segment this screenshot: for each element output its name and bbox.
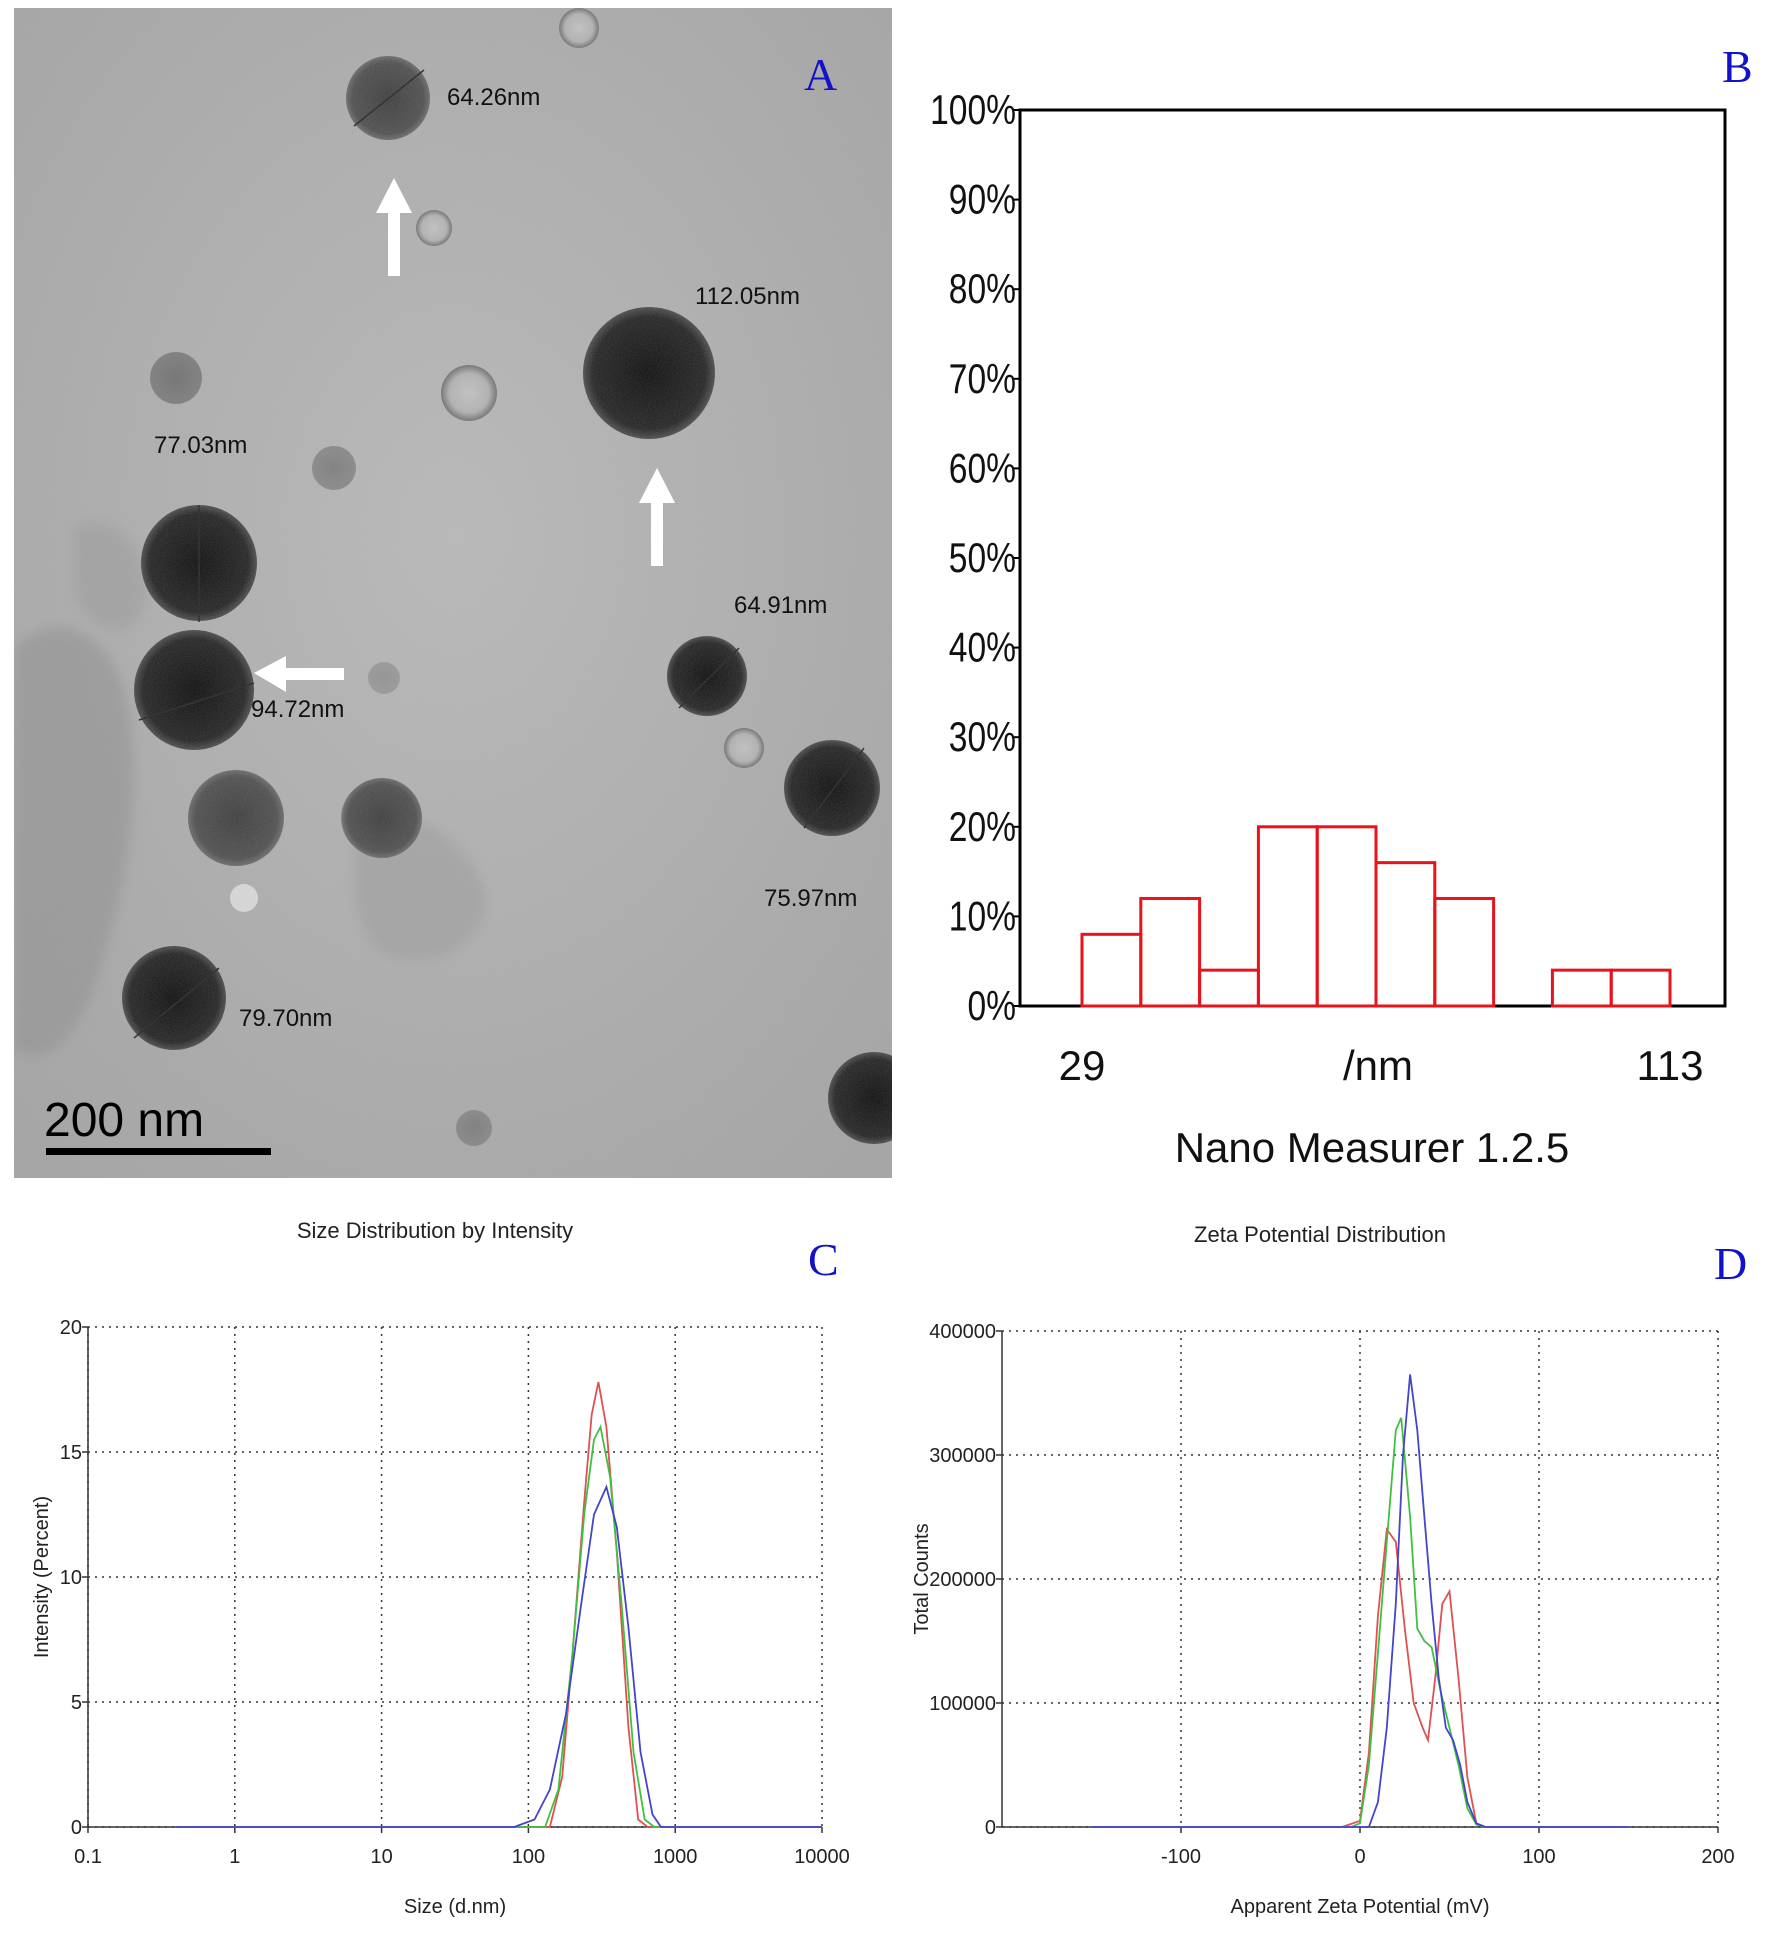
histogram-bar: [1256, 825, 1319, 1008]
y-tick-label: 300000: [929, 1445, 996, 1467]
measurement-label-2: 112.05nm: [695, 283, 800, 310]
measurement-label-1: 64.26nm: [447, 84, 540, 111]
y-tick-label: 70%: [949, 356, 1016, 402]
data-series-line: [176, 1381, 822, 1828]
measurement-label-6: 75.97nm: [764, 885, 857, 912]
measurement-label-5: 64.91nm: [734, 592, 827, 619]
x-tick-label: 10000: [794, 1846, 850, 1868]
panel-label-c: C: [808, 1234, 839, 1285]
scale-bar-label: 200 nm: [44, 1094, 204, 1147]
y-axis-label: Total Counts: [911, 1523, 933, 1634]
data-series-line: [176, 1424, 822, 1828]
histogram-bar: [1374, 861, 1437, 1008]
x-tick-label: 113: [1637, 1042, 1704, 1089]
y-tick-label: 50%: [949, 536, 1016, 582]
y-tick-label: 5: [71, 1692, 82, 1714]
measurement-label-3: 77.03nm: [154, 432, 247, 459]
measurement-label-7: 79.70nm: [239, 1005, 332, 1032]
histogram-bar: [1550, 968, 1613, 1008]
y-tick-label: 100000: [929, 1693, 996, 1715]
y-tick-label: 10%: [949, 894, 1016, 940]
histogram-bar: [1433, 896, 1496, 1008]
x-tick-label: 100: [512, 1846, 545, 1868]
x-tick-label: 29: [1059, 1042, 1106, 1089]
y-tick-label: 15: [60, 1442, 82, 1464]
histogram-bar: [1315, 825, 1378, 1008]
y-tick-label: 20: [60, 1317, 82, 1339]
y-tick-label: 200000: [929, 1569, 996, 1591]
data-series-line: [176, 1484, 822, 1828]
y-tick-label: 100%: [930, 88, 1016, 134]
y-tick-label: 0: [71, 1817, 82, 1839]
y-tick-label: 400000: [929, 1321, 996, 1343]
x-tick-label: 100: [1522, 1846, 1555, 1868]
y-tick-label: 30%: [949, 715, 1016, 761]
panel-b: B 0% 10% 20% 30% 40% 50% 60% 70% 80% 90% 100% 29 113…: [900, 0, 1784, 1200]
chart-title: Size Distribution by Intensity: [297, 1218, 573, 1243]
x-tick-label: 1: [229, 1846, 240, 1868]
histogram-bar: [1080, 932, 1143, 1008]
y-tick-label: 10: [60, 1567, 82, 1589]
histogram-chart: 0% 10% 20% 30% 40% 50% 60% 70% 80% 90% 100% 29 113/n…: [930, 88, 1727, 1171]
zeta-potential-chart: Zeta Potential Distribution -100 0 100 200 0 1…: [911, 1222, 1735, 1918]
x-tick-label: -100: [1161, 1846, 1201, 1868]
y-tick-label: 90%: [949, 177, 1016, 223]
y-tick-label: 60%: [949, 446, 1016, 492]
x-axis-label: Apparent Zeta Potential (mV): [1230, 1896, 1489, 1918]
histogram-bar: [1198, 968, 1260, 1008]
tem-micrograph: 64.26nm 112.05nm 77.03nm 94.72nm 64.91nm…: [14, 8, 892, 1178]
y-axis-label: Intensity (Percent): [31, 1496, 53, 1658]
arrows: [254, 178, 675, 692]
x-tick-label: 10: [370, 1846, 392, 1868]
y-tick-label: 80%: [949, 267, 1016, 313]
histogram-bar: [1139, 896, 1202, 1008]
y-tick-label: 20%: [949, 804, 1016, 850]
tem-image: [14, 8, 892, 1178]
x-tick-label: 1000: [653, 1846, 698, 1868]
measurement-label-4: 94.72nm: [251, 696, 344, 723]
chart-caption: Nano Measurer 1.2.5: [1175, 1124, 1570, 1171]
chart-title: Zeta Potential Distribution: [1194, 1222, 1446, 1247]
chart-frame: [1018, 108, 1727, 1008]
x-tick-label: 0: [1354, 1846, 1365, 1868]
panel-label-b: B: [1722, 41, 1753, 92]
data-series-line: [1091, 1526, 1629, 1828]
data-series-line: [1091, 1417, 1629, 1828]
panel-label-a: A: [804, 49, 838, 100]
x-axis-label: /nm: [1343, 1042, 1413, 1089]
y-tick-label: 0%: [967, 984, 1016, 1030]
data-series-line: [1091, 1374, 1629, 1828]
y-tick-label: 40%: [949, 625, 1016, 671]
x-tick-label: 200: [1701, 1846, 1734, 1868]
tem-labels: 64.26nm 112.05nm 77.03nm 94.72nm 64.91nm…: [44, 84, 857, 1147]
scale-bar: [46, 1148, 271, 1155]
panel-d: D Zeta Potential Distribution -100 0 100 200…: [892, 1205, 1784, 1935]
y-tick-label: 0: [985, 1817, 996, 1839]
x-axis-label: Size (d.nm): [404, 1896, 506, 1918]
panel-c: C Size Distribution by Intensity 0.1 1 10 10…: [0, 1205, 892, 1935]
x-tick-label: 0.1: [74, 1846, 102, 1868]
panel-label-d: D: [1714, 1238, 1748, 1289]
histogram-bar: [1609, 968, 1672, 1008]
